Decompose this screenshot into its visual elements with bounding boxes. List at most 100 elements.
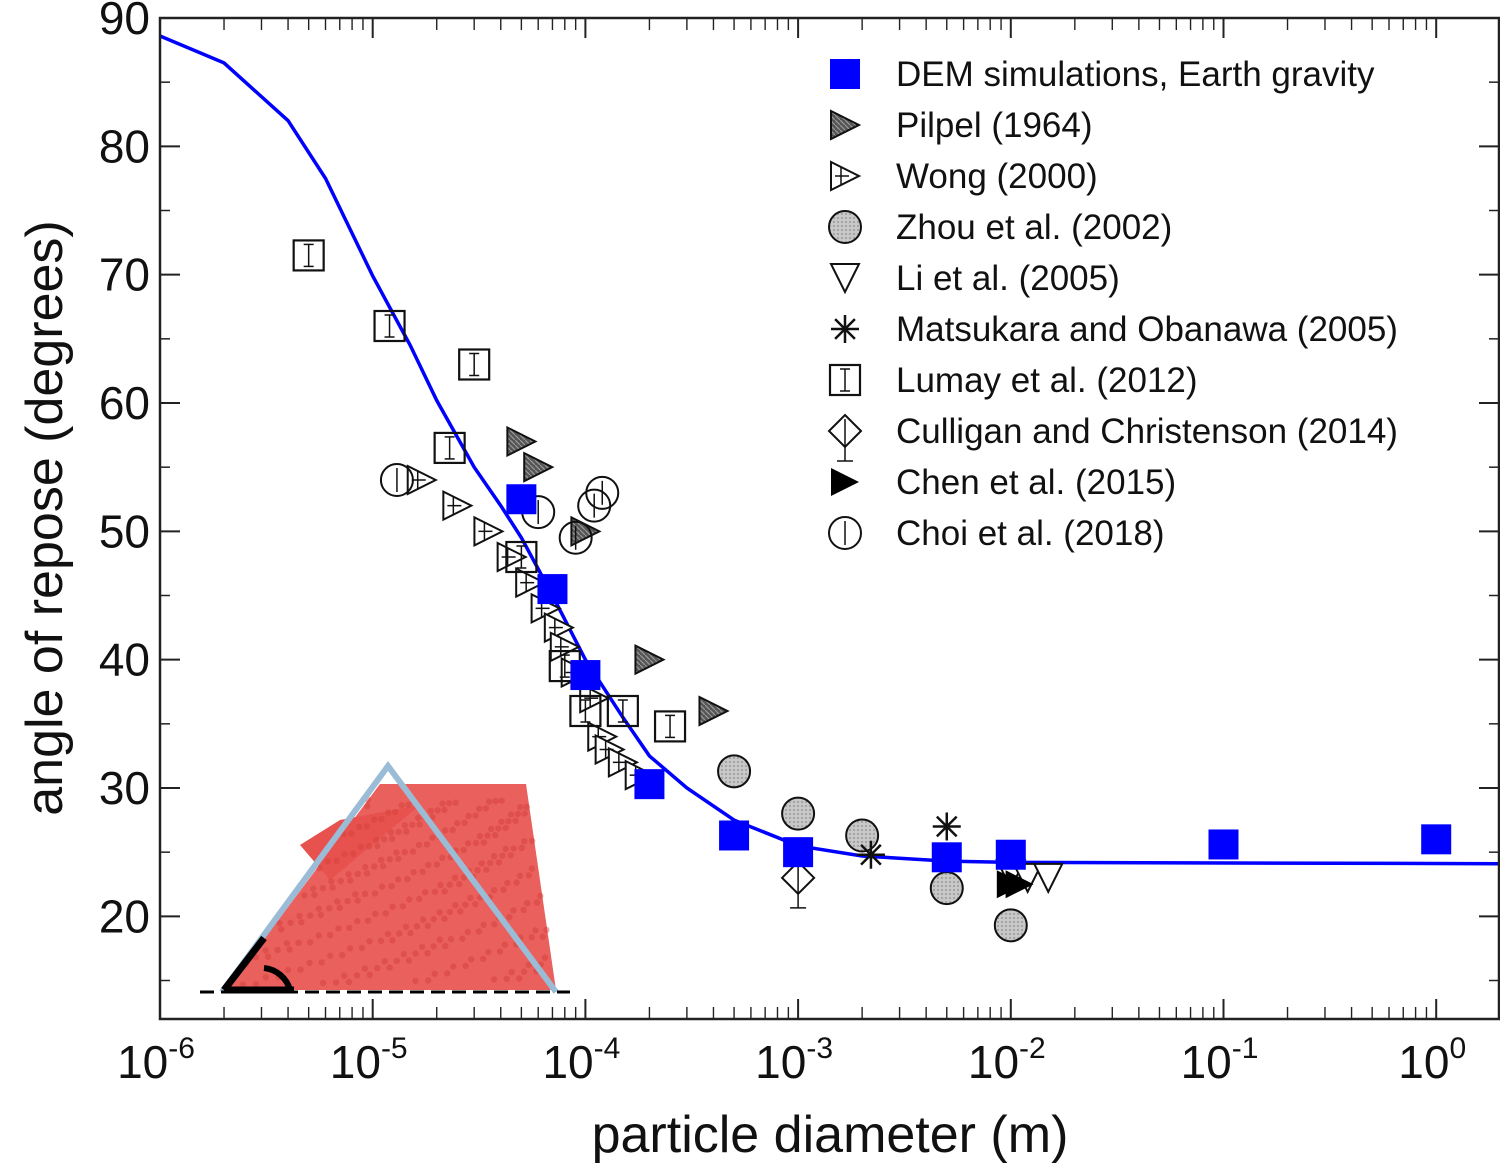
data-point (781, 796, 816, 831)
legend-item: Choi et al. (2018) (828, 514, 1164, 553)
legend-marker (829, 263, 861, 295)
data-point (993, 908, 1028, 943)
legend-label: Wong (2000) (896, 157, 1098, 196)
data-point (558, 520, 593, 555)
data-point (1208, 829, 1239, 860)
legend-item: Zhou et al. (2002) (828, 208, 1172, 247)
series-8 (996, 870, 1034, 899)
legend-marker (830, 59, 860, 89)
y-tick-label: 80 (99, 120, 150, 172)
y-tick-label: 70 (99, 249, 150, 301)
y-tick-label: 90 (99, 0, 150, 44)
series-2 (406, 464, 656, 791)
legend-item: Culligan and Christenson (2014) (827, 412, 1398, 462)
legend-label: Pilpel (1964) (896, 106, 1093, 145)
series-5 (856, 812, 961, 869)
pile-inset (200, 760, 570, 994)
x-axis-label: particle diameter (m) (592, 1106, 1069, 1164)
data-point (1005, 870, 1034, 899)
data-point (433, 431, 466, 465)
legend-marker (828, 363, 862, 397)
data-points-layer (292, 239, 1452, 943)
legend-label: Culligan and Christenson (2014) (896, 412, 1398, 451)
data-point (505, 540, 538, 574)
data-point (585, 475, 620, 510)
legend-item: Lumay et al. (2012) (828, 361, 1198, 400)
legend-marker (831, 315, 859, 343)
data-point (932, 812, 961, 841)
data-point (442, 490, 474, 522)
legend-marker (831, 468, 859, 496)
data-point (373, 309, 406, 343)
data-point (1032, 862, 1064, 895)
data-point (634, 644, 666, 676)
legend-item: Wong (2000) (830, 157, 1098, 196)
y-tick-label: 60 (99, 377, 150, 429)
data-point (292, 239, 325, 272)
legend-label: DEM simulations, Earth gravity (896, 55, 1375, 94)
data-point (537, 574, 568, 605)
legend-label: Matsukara and Obanawa (2005) (896, 310, 1398, 349)
y-tick-label: 40 (99, 634, 150, 686)
data-point (783, 837, 814, 868)
data-point (606, 694, 639, 728)
data-point (506, 425, 538, 458)
series-6 (292, 239, 687, 743)
legend-label: Li et al. (2005) (896, 259, 1120, 298)
data-point (406, 464, 438, 496)
x-tick-label: 10-3 (755, 1032, 833, 1088)
pile-body (226, 784, 556, 990)
series-0 (506, 484, 1452, 873)
pile-outline (219, 760, 559, 994)
series-3 (717, 754, 1028, 943)
legend-marker (827, 413, 863, 462)
data-point (717, 754, 752, 789)
legend-item: DEM simulations, Earth gravity (830, 55, 1375, 94)
legend-marker (828, 210, 862, 244)
x-tick-label: 10-1 (1181, 1032, 1259, 1088)
data-point (856, 840, 885, 869)
data-point (607, 746, 640, 778)
legend-marker (830, 109, 862, 141)
x-tick-label: 10-5 (330, 1032, 408, 1088)
legend-item: Matsukara and Obanawa (2005) (831, 310, 1398, 349)
legend-label: Lumay et al. (2012) (896, 361, 1198, 400)
legend-label: Choi et al. (2018) (896, 514, 1164, 553)
x-tick-label: 10-2 (968, 1032, 1046, 1088)
angle-side (221, 935, 267, 993)
data-point (929, 871, 964, 906)
data-point (570, 660, 601, 691)
legend-marker (828, 516, 862, 550)
data-point (496, 541, 528, 573)
x-tick-label: 10-4 (542, 1032, 620, 1088)
data-point (931, 842, 962, 873)
data-point (653, 710, 687, 743)
data-point (579, 682, 611, 714)
legend-label: Chen et al. (2015) (896, 463, 1176, 502)
y-tick-label: 30 (99, 762, 150, 814)
series-1 (506, 425, 730, 727)
data-point (458, 348, 491, 381)
data-point (995, 839, 1026, 870)
legend-item: Chen et al. (2015) (831, 463, 1176, 502)
data-point (549, 631, 582, 663)
data-point (698, 695, 730, 727)
data-point (473, 515, 505, 547)
legend-marker (830, 160, 862, 192)
legend-label: Zhou et al. (2002) (896, 208, 1172, 247)
angle-arc (263, 965, 293, 991)
legend: DEM simulations, Earth gravity Pilpel (19… (827, 55, 1398, 553)
data-point (569, 694, 602, 728)
data-point (379, 463, 414, 497)
data-point (515, 567, 547, 599)
data-point (634, 769, 665, 800)
series-9 (379, 463, 620, 555)
data-point (780, 860, 816, 909)
pile-top (300, 805, 420, 880)
data-point (1421, 824, 1452, 855)
x-tick-label: 10-6 (117, 1032, 195, 1088)
y-axis-label: angle of repose (degrees) (16, 220, 74, 816)
data-point (719, 820, 750, 851)
plot-frame (158, 16, 1500, 1021)
data-point (523, 451, 555, 483)
